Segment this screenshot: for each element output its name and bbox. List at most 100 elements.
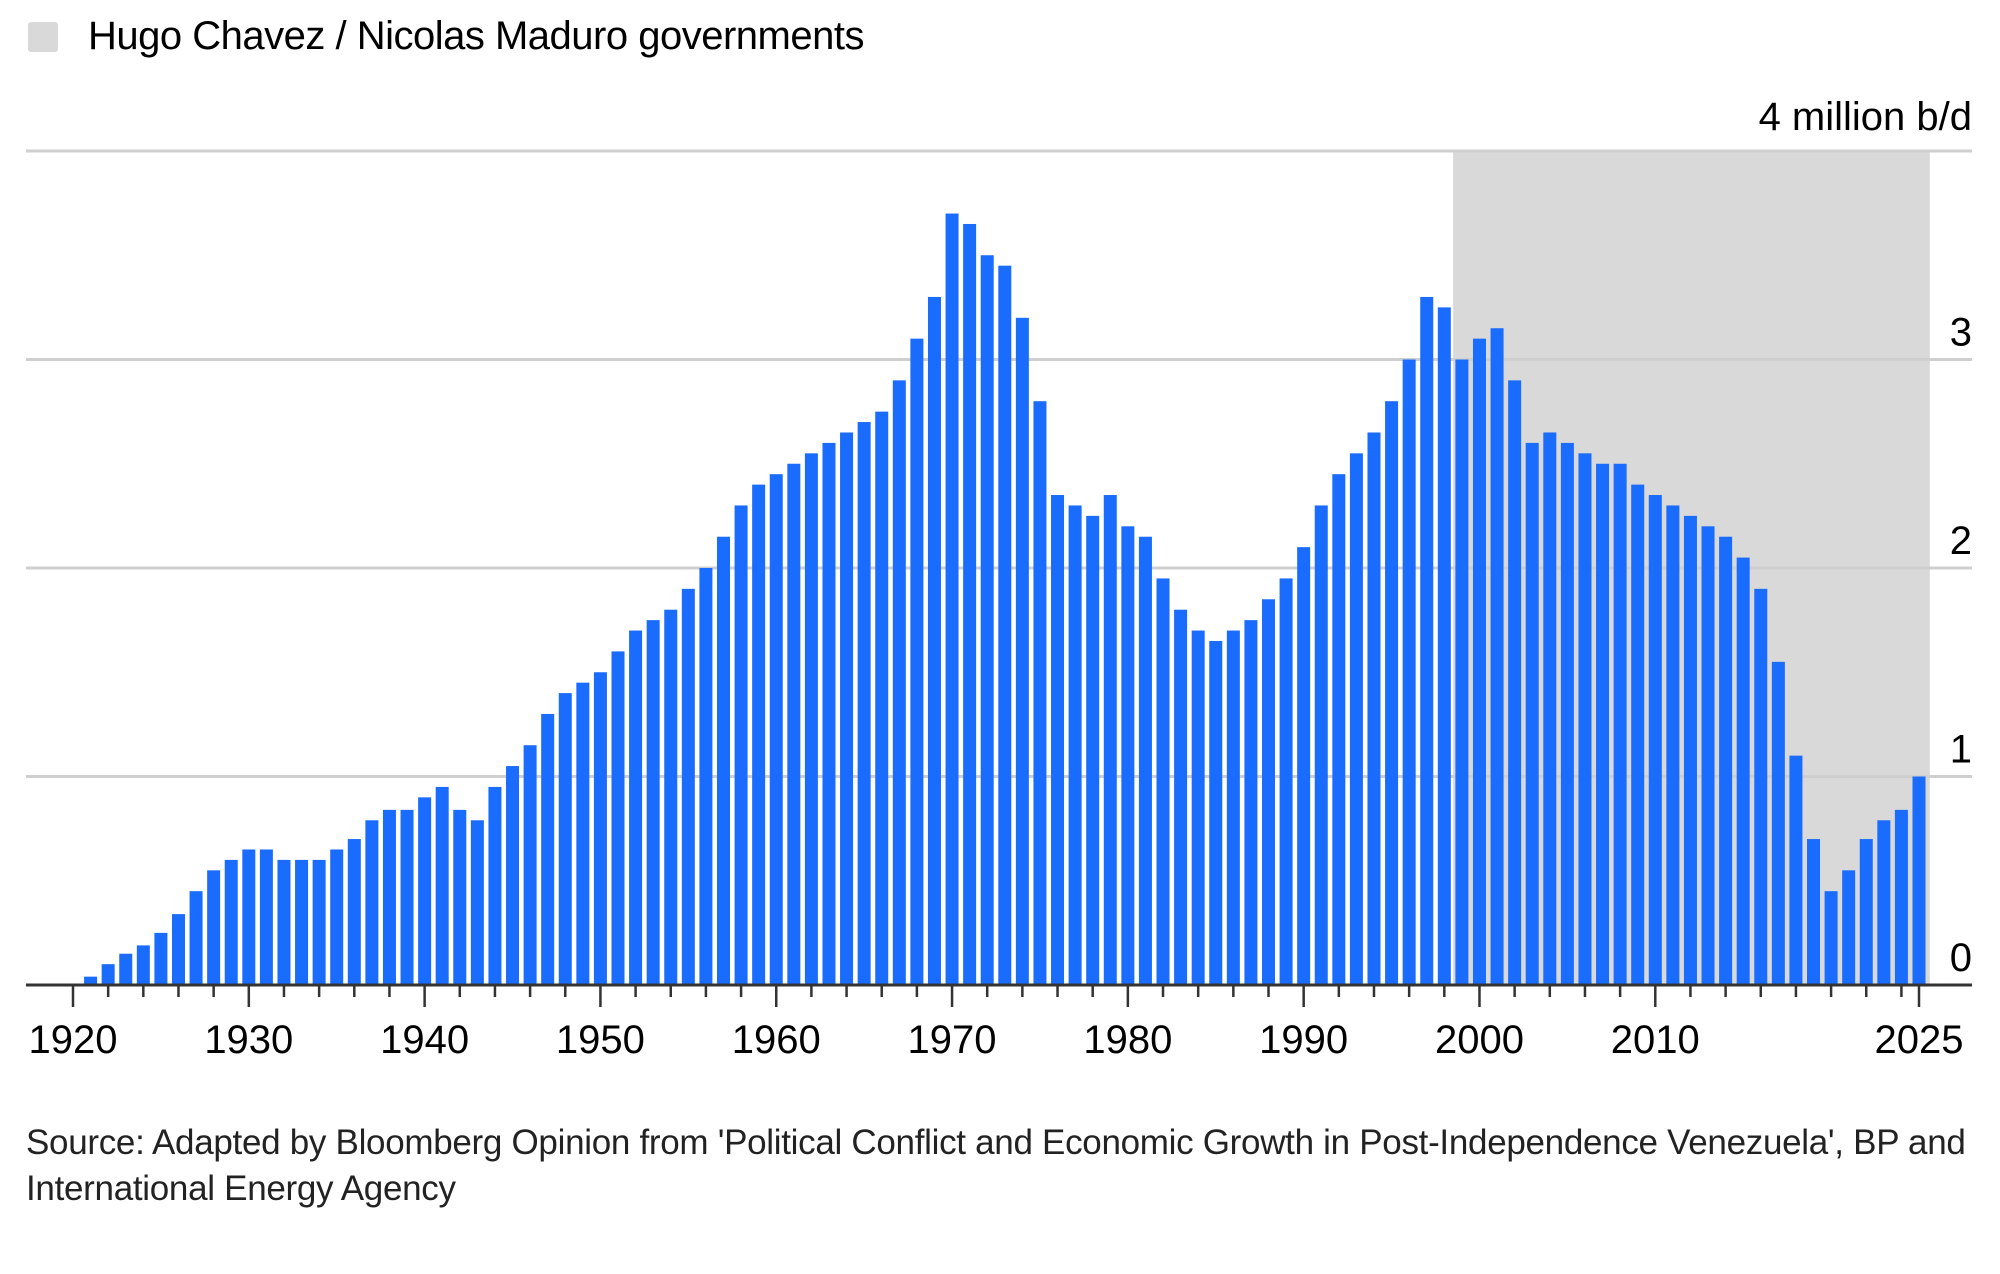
x-tick-label: 1950 [556, 1018, 645, 1062]
bar-2021 [1842, 870, 1856, 985]
bar-2010 [1648, 495, 1662, 985]
bar-1938 [382, 809, 396, 985]
bar-1924 [136, 945, 150, 985]
bar-1997 [1420, 296, 1434, 985]
bar-1931 [259, 849, 273, 985]
bar-1998 [1437, 307, 1451, 985]
source-note: Source: Adapted by Bloomberg Opinion fro… [26, 1123, 1966, 1208]
bar-2009 [1631, 484, 1645, 985]
bar-1962 [804, 453, 818, 985]
bar-1937 [365, 820, 379, 985]
bar-1944 [488, 786, 502, 985]
bar-2005 [1560, 442, 1574, 985]
bar-2020 [1824, 891, 1838, 985]
bar-2023 [1877, 820, 1891, 985]
bar-1929 [224, 859, 238, 985]
bar-1932 [277, 859, 291, 985]
bar-2000 [1472, 338, 1486, 985]
bar-1991 [1314, 505, 1328, 985]
bar-1945 [506, 766, 520, 985]
bar-1957 [716, 536, 731, 985]
bar-1959 [752, 484, 766, 985]
bar-1992 [1332, 474, 1346, 985]
bar-1936 [347, 839, 361, 985]
bar-1994 [1367, 432, 1381, 986]
bar-1990 [1297, 547, 1311, 985]
bar-1942 [453, 809, 467, 985]
bar-2013 [1701, 526, 1715, 985]
x-tick-label: 2010 [1611, 1018, 1700, 1062]
bar-chart: 0 1 2 3 1920 1930 1940 1950 1960 1970 1980 1990 200… [26, 95, 1972, 1062]
x-tick-label: 1960 [732, 1018, 821, 1062]
bar-1935 [330, 849, 344, 985]
bar-1995 [1385, 401, 1399, 985]
bar-2002 [1508, 380, 1522, 986]
bar-1981 [1138, 536, 1152, 985]
bar-1943 [470, 820, 484, 985]
bar-1964 [840, 432, 854, 986]
bar-1986 [1226, 630, 1240, 985]
bar-2019 [1807, 839, 1821, 985]
bar-1922 [101, 964, 115, 985]
x-tick-label: 1940 [380, 1018, 469, 1062]
bar-2006 [1578, 453, 1592, 985]
bar-1988 [1261, 599, 1276, 985]
bar-1987 [1244, 620, 1258, 985]
bar-2008 [1613, 463, 1627, 985]
x-tick-label: 1930 [204, 1018, 293, 1062]
bar-2024 [1894, 809, 1908, 985]
bar-1976 [1051, 495, 1065, 985]
bar-1961 [787, 463, 801, 985]
bar-1934 [312, 859, 326, 985]
bar-1947 [541, 713, 555, 985]
y-tick-label: 2 [1950, 519, 1972, 563]
bar-1960 [769, 474, 783, 985]
bar-2004 [1543, 432, 1557, 986]
bar-2015 [1736, 557, 1750, 985]
bar-1925 [154, 932, 168, 985]
bar-1954 [664, 609, 678, 985]
bar-2018 [1789, 755, 1803, 985]
bar-1923 [119, 953, 133, 985]
bar-1953 [646, 620, 660, 985]
bar-2003 [1525, 442, 1539, 985]
bar-1946 [523, 745, 537, 985]
bar-1941 [435, 786, 449, 985]
bar-2012 [1683, 515, 1697, 985]
bar-1958 [734, 505, 748, 985]
bar-1983 [1174, 609, 1188, 985]
bar-2014 [1719, 536, 1733, 985]
y-tick-label: 0 [1950, 936, 1972, 980]
bar-1967 [892, 380, 906, 986]
y-tick-label: 1 [1950, 728, 1972, 772]
bar-1982 [1156, 578, 1170, 985]
x-tick-label: 2000 [1435, 1018, 1524, 1062]
bar-1949 [576, 682, 590, 985]
bar-1975 [1033, 401, 1047, 985]
bar-1928 [207, 870, 221, 985]
bar-1956 [699, 568, 713, 985]
bar-1996 [1402, 359, 1416, 985]
bar-1978 [1086, 515, 1100, 985]
bar-1951 [611, 651, 625, 985]
bar-1948 [558, 693, 572, 985]
bar-1993 [1349, 453, 1363, 985]
bar-1927 [189, 891, 203, 985]
legend-swatch [28, 21, 58, 52]
bar-1984 [1191, 630, 1205, 985]
bar-1952 [629, 630, 643, 985]
legend: Hugo Chavez / Nicolas Maduro governments [28, 14, 864, 59]
y-tick-label: 3 [1950, 311, 1972, 355]
bar-1933 [295, 859, 309, 985]
bar-1989 [1279, 578, 1293, 985]
bar-2017 [1771, 661, 1785, 985]
bar-1926 [171, 914, 185, 985]
bar-2011 [1666, 505, 1680, 985]
bar-1966 [875, 411, 889, 985]
legend-label: Hugo Chavez / Nicolas Maduro governments [88, 14, 864, 58]
bar-1979 [1103, 495, 1117, 985]
bar-1972 [980, 255, 994, 985]
bar-2007 [1596, 463, 1610, 985]
bar-1965 [857, 422, 871, 985]
bar-1939 [400, 809, 414, 985]
